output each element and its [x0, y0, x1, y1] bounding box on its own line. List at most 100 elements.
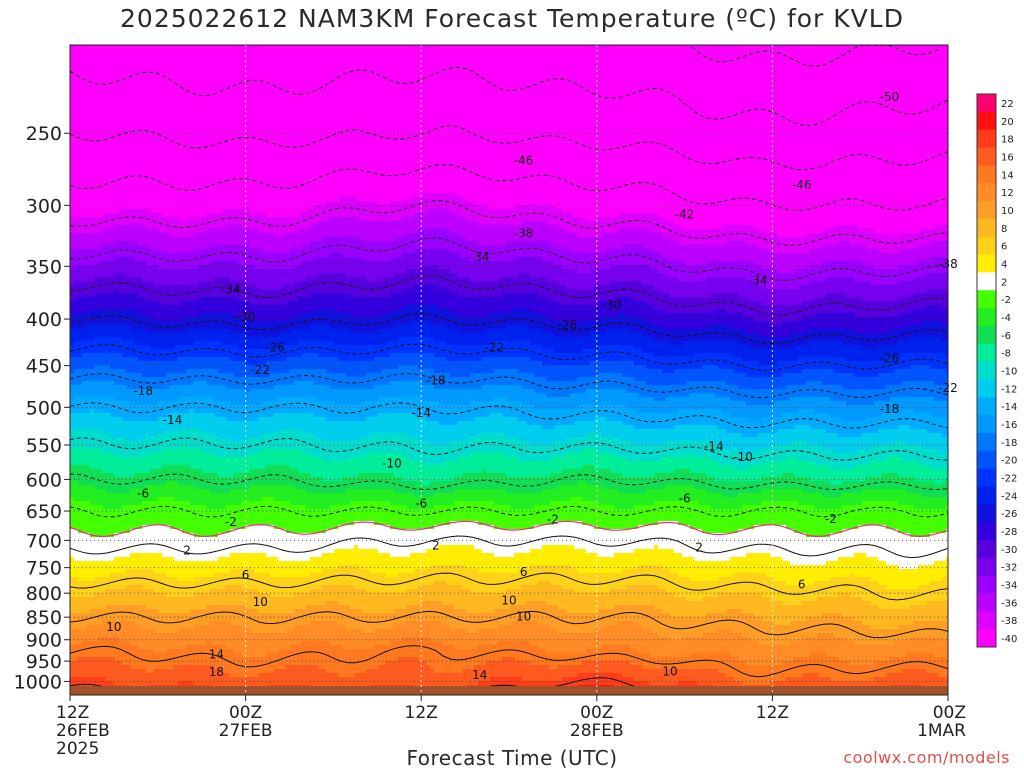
field-cell [554, 85, 559, 90]
field-cell [90, 93, 95, 98]
field-cell [690, 89, 695, 94]
field-cell [422, 85, 427, 90]
field-cell [310, 69, 315, 74]
field-cell [138, 77, 143, 82]
field-cell [502, 61, 507, 66]
field-cell [330, 121, 335, 126]
field-cell [386, 69, 391, 74]
field-cell [354, 81, 359, 86]
field-cell [378, 61, 383, 66]
field-cell [398, 73, 403, 78]
field-cell [914, 81, 919, 86]
field-cell [670, 105, 675, 110]
field-cell [722, 105, 727, 110]
field-cell [682, 65, 687, 70]
field-cell [834, 61, 839, 66]
field-cell [650, 73, 655, 78]
field-cell [806, 57, 811, 62]
field-cell [514, 125, 519, 130]
field-cell [206, 61, 211, 66]
field-cell [706, 65, 711, 70]
field-cell [374, 105, 379, 110]
field-cell [198, 105, 203, 110]
field-cell [374, 65, 379, 70]
field-cell [846, 65, 851, 70]
field-cell [490, 77, 495, 82]
field-cell [798, 89, 803, 94]
field-cell [302, 69, 307, 74]
field-cell [858, 85, 863, 90]
field-cell [374, 85, 379, 90]
field-cell [166, 61, 171, 66]
field-cell [254, 105, 259, 110]
field-cell [330, 101, 335, 106]
field-cell [726, 93, 731, 98]
field-cell [774, 45, 779, 50]
field-cell [754, 89, 759, 94]
field-cell [354, 65, 359, 70]
field-cell [782, 81, 787, 86]
field-cell [878, 113, 883, 118]
field-cell [178, 97, 183, 102]
field-cell [478, 45, 483, 50]
field-cell [366, 97, 371, 102]
field-cell [326, 65, 331, 70]
field-cell [574, 49, 579, 54]
field-cell [626, 105, 631, 110]
field-cell [590, 105, 595, 110]
field-cell [218, 121, 223, 126]
field-cell [814, 97, 819, 102]
field-cell [554, 49, 559, 54]
field-cell [234, 49, 239, 54]
field-cell [498, 77, 503, 82]
field-cell [698, 101, 703, 106]
field-cell [542, 77, 547, 82]
field-cell [502, 93, 507, 98]
field-cell [570, 61, 575, 66]
field-cell [734, 77, 739, 82]
field-cell [414, 45, 419, 50]
field-cell [806, 61, 811, 66]
field-cell [350, 53, 355, 58]
field-cell [786, 69, 791, 74]
field-cell [610, 73, 615, 78]
field-cell [574, 101, 579, 106]
field-cell [106, 69, 111, 74]
field-cell [458, 53, 463, 58]
field-cell [266, 89, 271, 94]
field-cell [198, 81, 203, 86]
field-cell [390, 81, 395, 86]
field-cell [558, 125, 563, 130]
field-cell [774, 93, 779, 98]
field-cell [122, 113, 127, 118]
field-cell [206, 85, 211, 90]
field-cell [322, 93, 327, 98]
field-cell [450, 65, 455, 70]
field-cell [170, 101, 175, 106]
field-cell [222, 117, 227, 122]
field-cell [170, 77, 175, 82]
field-cell [870, 97, 875, 102]
field-cell [850, 77, 855, 82]
field-cell [330, 61, 335, 66]
field-cell [550, 65, 555, 70]
field-cell [778, 89, 783, 94]
field-cell [710, 69, 715, 74]
field-cell [894, 69, 899, 74]
field-cell [94, 61, 99, 66]
field-cell [906, 69, 911, 74]
field-cell [862, 105, 867, 110]
field-cell [826, 121, 831, 126]
field-cell [266, 45, 271, 50]
field-cell [698, 57, 703, 62]
field-cell [530, 77, 535, 82]
field-cell [86, 121, 91, 126]
field-cell [490, 101, 495, 106]
field-cell [602, 117, 607, 122]
field-cell [190, 125, 195, 130]
field-cell [810, 121, 815, 126]
field-cell [238, 105, 243, 110]
field-cell [218, 113, 223, 118]
field-cell [198, 113, 203, 118]
field-cell [678, 105, 683, 110]
